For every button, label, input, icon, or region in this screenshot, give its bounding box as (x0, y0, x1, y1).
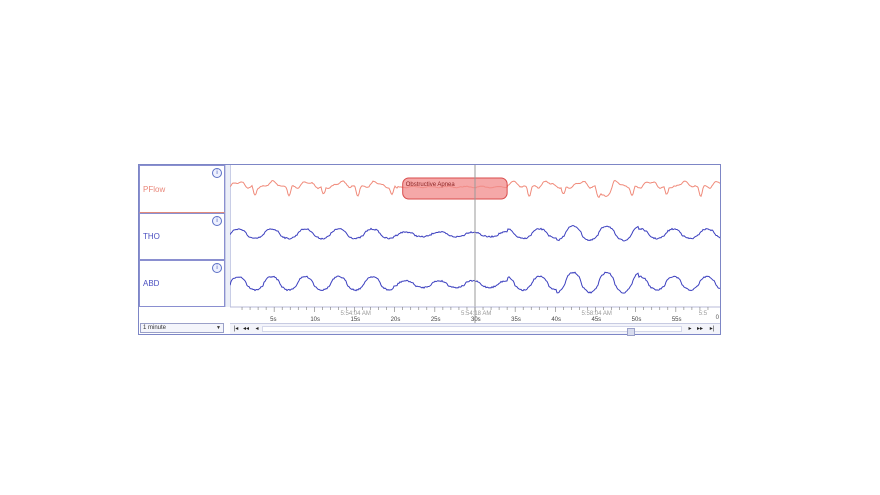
tick-label: 5s (270, 317, 276, 323)
clock-label: 5:54:18 AM (461, 311, 491, 317)
tick-label: 25s (431, 317, 441, 323)
time-scale-select[interactable]: 1 minute ▼ (140, 323, 224, 333)
channel-label-panel: PFlow i THO i ABD i (139, 165, 225, 307)
tick-label: 30s (471, 317, 481, 323)
channel-label-abd[interactable]: ABD i (139, 260, 225, 307)
tick-label: 20s (391, 317, 401, 323)
channel-name: THO (143, 232, 160, 241)
event-label: Obstructive Apnea (406, 182, 456, 188)
tick-label: 10s (310, 317, 320, 323)
last-page-icon[interactable]: ▸| (709, 326, 715, 332)
clock-label: 5:5 (699, 311, 708, 317)
event-marker (402, 177, 508, 200)
tick-label: 55s (672, 317, 682, 323)
info-icon[interactable]: i (212, 263, 222, 273)
previous-page-icon[interactable]: ◂◂ (242, 326, 250, 332)
clock-label: 5:58:04 AM (582, 311, 612, 317)
clock-label: 5:54:04 AM (341, 311, 371, 317)
info-icon[interactable]: i (212, 216, 222, 226)
panel-splitter[interactable] (225, 165, 231, 307)
tick-label: 40s (551, 317, 561, 323)
waveform-area[interactable]: Obstructive Apnea 5s 10s 15s 20s 25s 30s 35s 40s… (230, 165, 720, 325)
tick-label: 15s (351, 317, 361, 323)
info-icon[interactable]: i (212, 168, 222, 178)
time-scale-value: 1 minute (143, 325, 167, 331)
navigation-bar: |◂ ◂◂ ◂ ▸ ▸▸ ▸| 0 (230, 315, 720, 336)
channel-label-tho[interactable]: THO i (139, 213, 225, 260)
scroll-right-icon[interactable]: ▸ (688, 326, 692, 332)
channel-name: ABD (143, 279, 160, 288)
corner-label: 0 (715, 315, 719, 321)
first-page-icon[interactable]: |◂ (233, 326, 239, 332)
timeline-scrollbar[interactable] (262, 326, 682, 336)
next-page-icon[interactable]: ▸▸ (696, 326, 704, 332)
tick-label: 45s (592, 317, 602, 323)
scroll-left-icon[interactable]: ◂ (255, 326, 259, 332)
tick-label: 35s (511, 317, 521, 323)
signal-viewer: PFlow i THO i ABD i 1 minute ▼ Obstructi… (138, 164, 721, 336)
channel-name: PFlow (143, 185, 166, 194)
scrollbar-thumb[interactable] (627, 328, 635, 336)
tick-label: 50s (632, 317, 642, 323)
channel-label-flow[interactable]: PFlow i (139, 165, 225, 213)
dropdown-arrow-icon: ▼ (216, 325, 221, 331)
waveform-canvas: Obstructive Apnea 5s 10s 15s 20s 25s 30s 35s 40s… (230, 165, 720, 325)
